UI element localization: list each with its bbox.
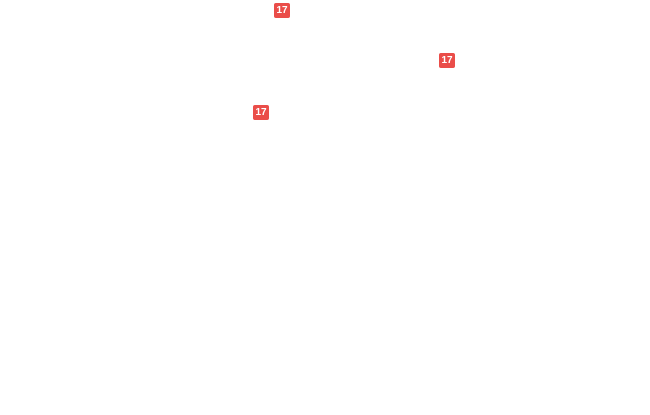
som-mark-badge: 17 [439,53,455,68]
som-mark-badge: 17 [253,105,269,120]
som-mark-badge: 17 [274,3,290,18]
